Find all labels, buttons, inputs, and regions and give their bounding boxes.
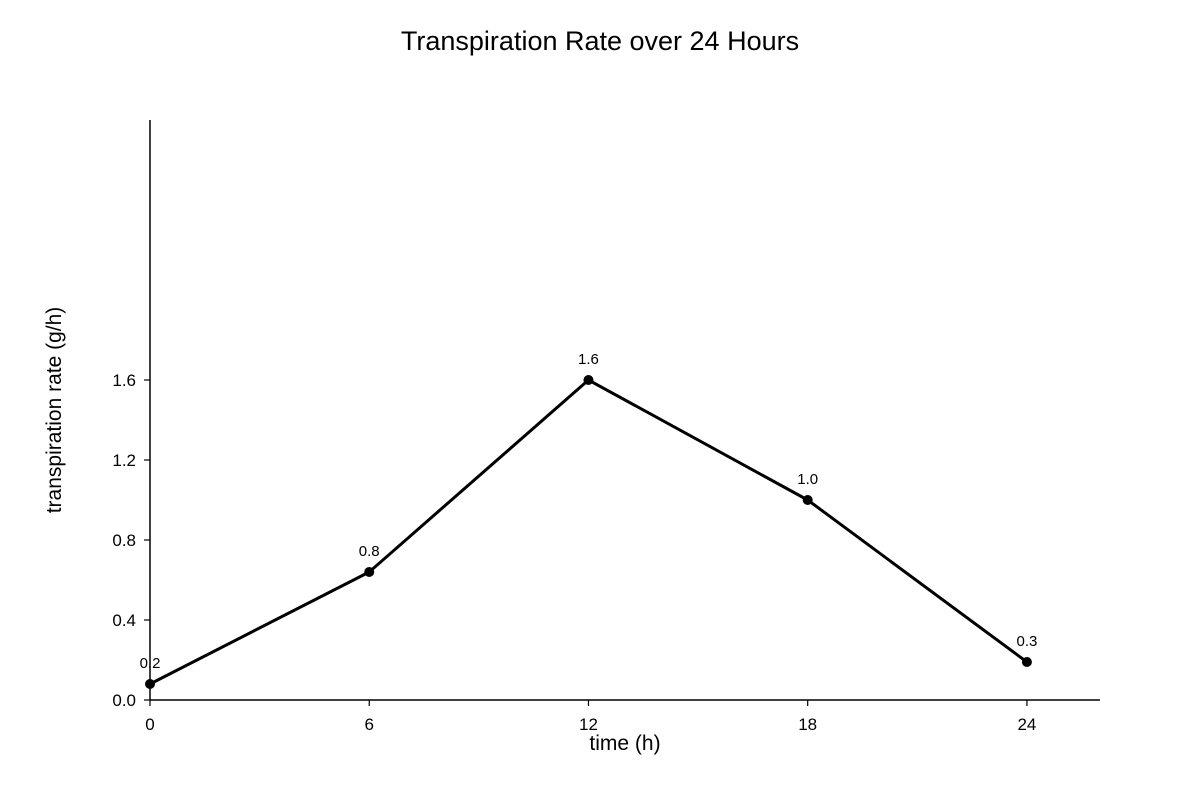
x-tick-label: 18 <box>798 715 817 734</box>
data-point <box>583 375 594 385</box>
data-label: 1.6 <box>578 351 599 368</box>
data-label: 0.2 <box>140 655 161 672</box>
x-tick-label: 24 <box>1017 715 1036 734</box>
chart-title: Transpiration Rate over 24 Hours <box>401 26 799 56</box>
y-tick-label: 1.2 <box>112 451 136 470</box>
axes: 0 6 12 18 24 0.0 0.4 0.8 1.2 1.6 <box>112 120 1100 734</box>
data-point <box>1021 657 1032 667</box>
x-axis-title: time (h) <box>589 732 660 755</box>
y-axis-title: transpiration rate (g/h) <box>43 307 66 514</box>
data-point <box>802 495 813 505</box>
data-label: 1.0 <box>797 471 818 488</box>
data-point <box>145 679 155 689</box>
y-tick-label: 1.6 <box>112 371 136 390</box>
x-tick-label: 12 <box>579 715 598 734</box>
x-tick-label: 6 <box>364 715 373 734</box>
data-label: 0.8 <box>359 543 380 560</box>
data-point <box>364 567 375 577</box>
y-tick-label: 0.4 <box>112 611 136 630</box>
series-line <box>148 378 1029 686</box>
data-label: 0.3 <box>1016 633 1037 650</box>
series: 0.2 0.8 1.6 1.0 0.3 <box>140 351 1037 689</box>
x-tick-label: 0 <box>145 715 154 734</box>
y-tick-label: 0.8 <box>112 531 136 550</box>
y-tick-label: 0.0 <box>112 691 136 710</box>
